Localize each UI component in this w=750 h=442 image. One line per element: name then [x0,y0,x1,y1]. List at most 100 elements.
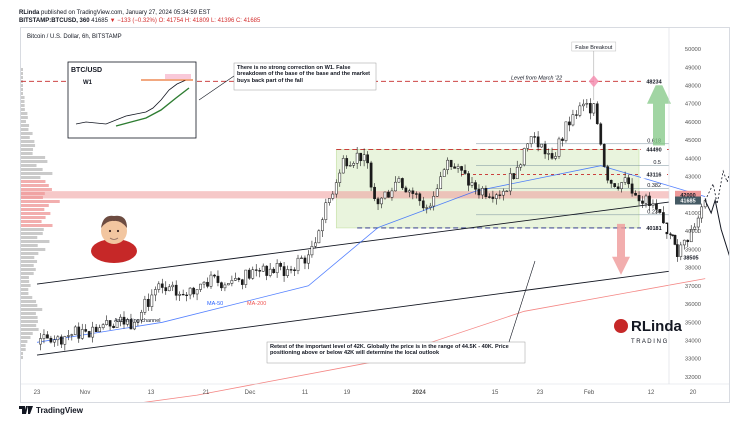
candle-body [202,281,206,285]
volume-profile-bar [21,72,23,75]
symbol-line: BITSTAMP:BTCUSD, 360 41685 ▼ −133 (−0.32… [19,18,260,25]
candle-body [474,182,477,190]
publisher-name[interactable]: RLinda [19,10,40,16]
candle-body [561,138,564,141]
candle-body [588,103,592,114]
volume-profile-bar [21,284,31,287]
level-tag-bg [641,170,667,179]
tag-40181: 40181 [641,223,667,232]
candle-body [171,284,175,288]
candle-body [557,138,561,157]
candle-body [578,105,582,116]
volume-profile-bar [21,172,53,175]
volume-profile-bar [21,280,30,283]
candle-body [136,319,140,323]
candle-body [592,103,596,114]
candle-body [453,166,456,169]
candle-body [648,195,651,206]
bottom-note-pointer [508,260,536,343]
candle-body [261,265,265,272]
ma200-label: MA-200 [247,301,266,307]
avatar-face [101,218,127,244]
volume-profile-bar [21,220,42,223]
candle-body [327,198,331,203]
false-breakout-label: False Breakout [575,45,612,51]
fib-label: 0.382 [647,183,661,189]
candle-body [380,197,383,205]
volume-profile-bar [21,184,49,187]
candle-body [345,158,349,167]
candle-body [279,262,282,267]
volume-profile-bar [21,300,37,303]
volume-profile-bar [21,88,23,91]
volume-profile-bar [21,248,46,251]
candle-body [387,191,390,198]
volume-profile-bar [21,244,38,247]
volume-profile-bar [21,108,25,111]
candle-body [564,121,568,141]
candle-body [673,235,677,245]
candle-body [634,193,637,196]
candle-body [575,114,578,116]
candle-body [522,148,526,166]
chart-title: Bitcoin / U.S. Dollar, 6h, BITSTAMP [27,34,122,40]
candle-body [366,154,369,164]
candle-body [324,202,328,220]
footer-brand: TradingView [19,406,83,415]
volume-profile-bar [21,104,25,107]
candle-body [223,284,227,289]
y-tick-label: 33000 [685,357,701,363]
candle-body [641,200,644,204]
volume-profile-bar [21,188,52,191]
candle-body [550,153,554,159]
volume-profile-bar [21,272,34,275]
bear-arrow-icon [612,223,630,275]
volume-profile-bar [21,336,31,339]
x-tick-label: Nov [80,390,91,396]
volume-profile-bar [21,144,36,147]
note-box-bg [233,62,377,91]
candle-body [60,336,63,345]
candle-body [126,319,129,325]
candle-body [533,136,536,138]
volume-profile-bar [21,152,33,155]
candle-body [623,177,627,183]
candle-body [519,164,523,168]
published-info: published on TradingView.com, January 27… [39,10,211,16]
avatar-hair [101,215,127,228]
candle-body [282,266,286,276]
candle-body [174,284,178,296]
inset-w1-chart: BTC/USD W1 [67,61,197,139]
candle-body [401,178,404,189]
volume-profile-bar [21,140,35,143]
tag-48234: 48234 [641,77,667,86]
candle-body [199,283,202,290]
candle-body [508,173,512,192]
volume-profile-bar [21,256,35,259]
candle-body [599,123,603,145]
x-tick-label: 19 [344,390,351,396]
candle-body [700,206,704,219]
candle-body [689,229,693,243]
candle-body [446,159,449,171]
volume-profile-bar [21,328,39,331]
volume-profile-bar [21,100,25,103]
chart-area[interactable]: 0.6180.50.3820.2363200033000340003500036… [20,27,750,418]
note-text: There is no strong correction on W1. Fal… [237,64,371,84]
candle-body [359,152,362,162]
candle-body [512,173,516,179]
candle-body [540,143,543,148]
candle-body [568,121,571,126]
y-tick-label: 36000 [685,302,701,308]
candle-body [620,182,623,189]
candle-body [77,326,81,339]
y-tick-label: 46000 [685,120,701,126]
price-chart[interactable]: 0.6180.50.3820.2363200033000340003500036… [21,28,750,418]
y-tick-label: 45000 [685,138,701,144]
candle-body [101,324,105,328]
volume-profile-bar [21,168,43,171]
candle-body [66,335,70,337]
candle-body [421,200,425,209]
candle-body [679,244,683,257]
candle-body [80,329,84,339]
